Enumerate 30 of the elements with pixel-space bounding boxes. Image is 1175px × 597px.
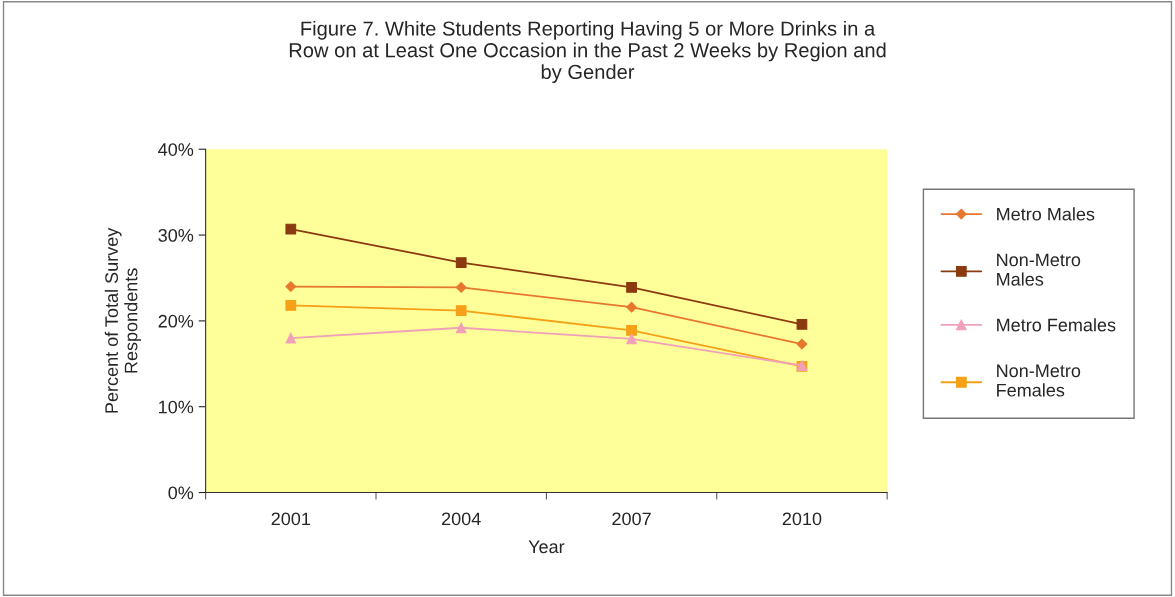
point <box>455 322 467 334</box>
point <box>455 281 467 293</box>
chart-title: Figure 7. White Students Reporting Having 5 or More Drinks in a Row on at Least One Occasion in the Past 2 Weeks by Region and by Gender <box>289 20 886 84</box>
point <box>285 281 297 292</box>
point <box>285 223 297 235</box>
x-tick-label: 2007 <box>612 512 651 526</box>
y-tick-label: 30% <box>158 229 194 242</box>
legend-label: Non-Metro Males <box>997 253 1081 286</box>
point <box>796 318 808 330</box>
legend-label: Metro Males <box>997 207 1095 221</box>
point <box>796 338 808 350</box>
point <box>626 324 637 336</box>
y-tick-label: 20% <box>158 314 194 328</box>
legend-label: Non-Metro Females <box>997 364 1081 397</box>
y-tick-label: 40% <box>158 143 194 156</box>
point <box>626 333 637 345</box>
x-tick-label: 2004 <box>442 512 481 526</box>
y-axis-title: Percent of Total Survey Respondents <box>104 227 142 413</box>
point <box>455 305 467 316</box>
y-tick-label: 0% <box>168 486 194 500</box>
point <box>455 257 467 268</box>
point <box>626 301 637 313</box>
point <box>626 282 637 293</box>
y-tick-label: 10% <box>159 400 194 414</box>
x-axis-title: Year <box>528 540 565 554</box>
point <box>285 332 297 344</box>
point <box>285 300 297 311</box>
x-tick-label: 2001 <box>271 512 311 526</box>
legend-label: Metro Females <box>997 318 1116 332</box>
x-tick-label: 2010 <box>782 512 822 526</box>
